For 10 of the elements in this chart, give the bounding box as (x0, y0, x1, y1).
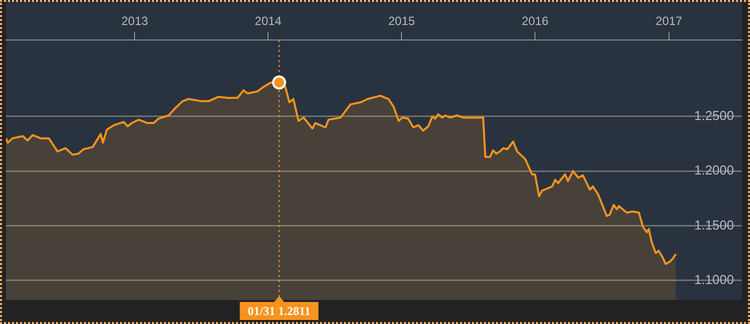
x-tick-label: 2016 (522, 14, 549, 28)
x-tick-label: 2015 (388, 14, 416, 28)
x-tick-label: 2014 (254, 14, 282, 28)
text: 01/31 1.2811 (248, 304, 310, 318)
x-tick-label: 2013 (121, 14, 148, 28)
y-tick-label: 1.1500 (694, 217, 734, 232)
y-tick-label: 1.2000 (694, 162, 734, 178)
y-tick-label: 1.1000 (694, 272, 734, 287)
y-tick-label: 1.2500 (694, 108, 734, 124)
x-tick-label: 2017 (656, 14, 683, 28)
